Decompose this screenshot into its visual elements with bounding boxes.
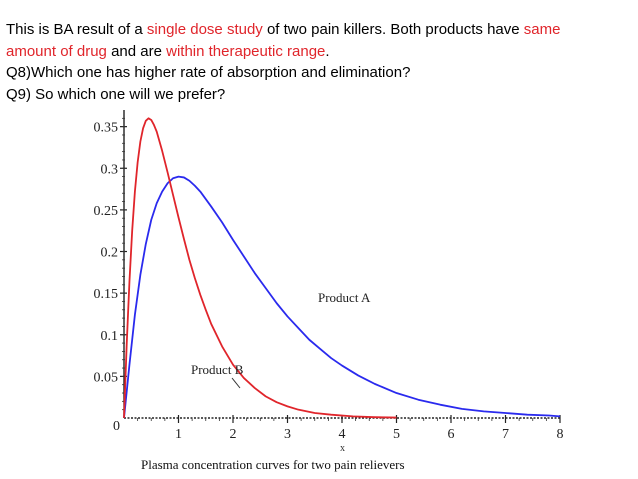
- series-label-product-b: Product B: [191, 362, 244, 377]
- y-tick-label: 0.3: [101, 162, 119, 177]
- y-tick-label: 0.15: [94, 287, 119, 302]
- chart-axes: [123, 110, 560, 419]
- x-tick-label: 6: [448, 427, 455, 442]
- highlight-same: same: [523, 21, 561, 38]
- slide-text: This is BA result of a single dose study…: [6, 19, 631, 105]
- highlight-single-dose-study: single dose study: [146, 21, 263, 38]
- text-line-2: amount of drug and are within therapeuti…: [6, 41, 631, 63]
- x-tick-label: 8: [557, 427, 564, 442]
- product-b-pointer: [231, 377, 241, 389]
- y-tick-label: 0.35: [94, 121, 119, 136]
- x-tick-label: 4: [339, 427, 346, 442]
- question-q9: Q9) So which one will we prefer?: [6, 85, 226, 103]
- y-tick-label: 0.2: [101, 246, 119, 261]
- chart-caption: Plasma concentration curves for two pain…: [141, 457, 405, 472]
- y-tick-label: 0.05: [94, 370, 119, 385]
- x-tick-label: 3: [284, 427, 291, 442]
- highlight-therapeutic-range: within therapeutic range: [166, 42, 326, 60]
- chart-ticks: 0.05 0.1 0.15 0.2 0.25 0.3 0.35 0 1 2 3 4 5 6 7 8: [94, 117, 564, 442]
- curve-product-a: [123, 175, 561, 419]
- x-tick-label: 1: [175, 427, 182, 442]
- x-tick-label: 5: [393, 427, 400, 442]
- text-line-1: This is BA result of a single dose study…: [6, 19, 631, 41]
- text-segment: This is BA result of a: [6, 21, 147, 38]
- text-segment: of two pain killers. Both products have: [262, 21, 524, 38]
- question-q8: Q8)Which one has higher rate of absorpti…: [6, 64, 411, 81]
- curve-product-b: [123, 117, 397, 419]
- series-label-product-a: Product A: [318, 290, 371, 305]
- y-tick-label: 0.25: [94, 204, 119, 219]
- x-tick-label: 7: [502, 427, 509, 442]
- chart-series: [123, 117, 561, 419]
- x-tick-label: 2: [230, 427, 237, 442]
- text-segment: and are: [106, 42, 167, 60]
- highlight-amount-of-drug: amount of drug: [6, 42, 107, 60]
- x-axis-label: x: [340, 443, 345, 454]
- text-segment: .: [325, 42, 330, 60]
- x-origin-label: 0: [113, 419, 120, 434]
- y-tick-label: 0.1: [101, 329, 119, 344]
